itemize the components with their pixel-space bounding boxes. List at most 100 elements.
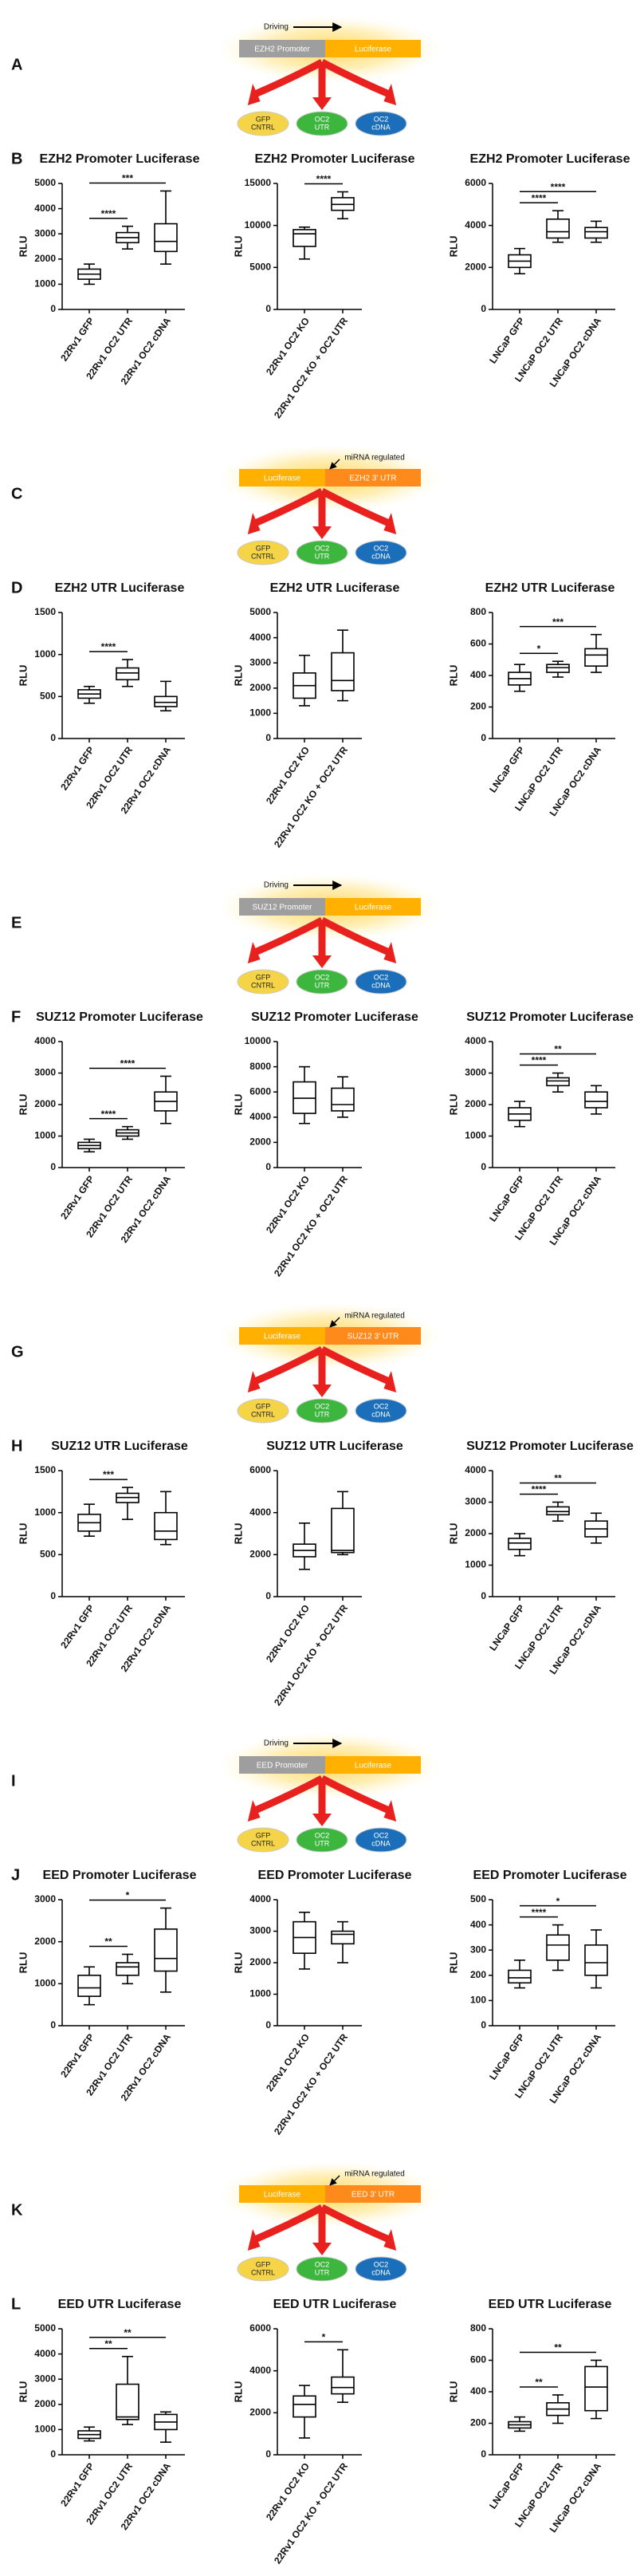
condition-label: OC2 xyxy=(374,2260,389,2268)
panel-label: D xyxy=(11,579,22,597)
y-tick-label: 0 xyxy=(481,732,486,743)
x-tick-label: LNCaP GFP xyxy=(487,1174,527,1224)
y-tick-label: 2000 xyxy=(465,262,486,273)
significance-label: *** xyxy=(122,173,133,184)
construct-label: Luciferase xyxy=(355,45,392,54)
box xyxy=(116,2383,139,2420)
x-tick-label: 22Rv1 OC2 KO + OC2 UTR xyxy=(272,2460,350,2566)
significance-label: ** xyxy=(554,1044,562,1055)
box xyxy=(154,1511,178,1541)
red-arrow-head xyxy=(247,1799,261,1822)
y-tick-label: 2000 xyxy=(249,1956,271,1967)
condition-oval xyxy=(296,540,348,565)
y-axis-label: RLU xyxy=(17,1094,29,1116)
box xyxy=(546,1077,570,1087)
box xyxy=(331,1087,355,1112)
box xyxy=(508,1538,532,1550)
construct-segment xyxy=(325,469,421,486)
condition-oval xyxy=(296,1398,348,1424)
significance-label: **** xyxy=(101,1109,116,1120)
construct-segment xyxy=(325,2185,421,2203)
box xyxy=(546,1506,570,1516)
construct-label: Luciferase xyxy=(264,2191,301,2200)
y-tick-label: 0 xyxy=(50,1590,56,1601)
red-arrow-head xyxy=(383,83,397,105)
red-arrow-head xyxy=(312,1814,332,1826)
y-axis-label: RLU xyxy=(447,236,459,258)
chart-title: EZH2 Promoter Luciferase xyxy=(255,152,415,166)
y-tick-label: 4000 xyxy=(249,1507,271,1518)
y-tick-label: 200 xyxy=(470,2417,486,2428)
box xyxy=(154,1928,178,1972)
red-arrow-head xyxy=(312,2243,332,2255)
condition-label: OC2 xyxy=(315,1831,330,1839)
y-tick-label: 1000 xyxy=(249,707,271,719)
construct-segment xyxy=(239,898,325,916)
condition-label: CNTRL xyxy=(251,123,275,131)
y-axis-label: RLU xyxy=(17,2381,29,2403)
y-tick-label: 0 xyxy=(265,732,271,743)
y-tick-label: 4000 xyxy=(465,219,486,230)
y-tick-label: 400 xyxy=(470,669,486,680)
construct-label: Luciferase xyxy=(264,1333,301,1341)
condition-oval xyxy=(355,1827,407,1853)
y-tick-label: 4000 xyxy=(249,1111,271,1122)
chart-title: SUZ12 Promoter Luciferase xyxy=(36,1010,203,1024)
box xyxy=(546,218,570,239)
chart-title: EED Promoter Luciferase xyxy=(258,1869,412,1882)
condition-oval xyxy=(355,1398,407,1424)
significance-label: * xyxy=(556,1896,560,1907)
y-tick-label: 200 xyxy=(470,701,486,712)
construct-label: Luciferase xyxy=(355,904,392,912)
y-tick-label: 2000 xyxy=(34,1936,56,1947)
panel-label: A xyxy=(11,56,22,73)
condition-oval xyxy=(237,111,289,136)
x-tick-label: LNCaP GFP xyxy=(487,745,527,795)
red-arrow-head xyxy=(383,1370,397,1392)
construct-label: SUZ12 3' UTR xyxy=(348,1333,399,1341)
condition-label: cDNA xyxy=(371,552,391,560)
condition-label: OC2 xyxy=(374,973,389,981)
condition-oval xyxy=(296,969,348,995)
construct-segment xyxy=(325,898,421,916)
x-tick-label: 22Rv1 OC2 KO + OC2 UTR xyxy=(272,744,350,849)
x-tick-label: 22Rv1 OC2 KO + OC2 UTR xyxy=(272,2031,350,2137)
condition-label: GFP xyxy=(256,115,271,123)
condition-label: OC2 xyxy=(374,1402,389,1410)
y-axis-label: RLU xyxy=(232,1523,244,1545)
mirna-arrow xyxy=(329,1317,340,1328)
condition-label: OC2 xyxy=(374,544,389,552)
y-tick-label: 1500 xyxy=(34,1464,56,1475)
box xyxy=(116,667,139,681)
x-tick-label: 22Rv1 GFP xyxy=(58,1603,96,1651)
construct-segment xyxy=(239,2185,325,2203)
y-tick-label: 5000 xyxy=(34,2322,56,2334)
y-tick-label: 600 xyxy=(470,2354,486,2365)
box xyxy=(293,2395,316,2418)
arrow-label: miRNA regulated xyxy=(344,1312,405,1321)
panel-label: L xyxy=(11,2295,21,2313)
y-tick-label: 1000 xyxy=(34,1507,56,1518)
box xyxy=(154,223,178,253)
red-arrow-head xyxy=(383,2228,397,2251)
arrow-label: miRNA regulated xyxy=(344,2170,405,2179)
condition-oval xyxy=(237,1398,289,1424)
significance-label: **** xyxy=(532,192,547,203)
condition-label: OC2 xyxy=(315,1402,330,1410)
construct-label: Luciferase xyxy=(355,1762,392,1771)
box xyxy=(293,229,316,247)
condition-label: GFP xyxy=(256,1831,271,1839)
y-tick-label: 0 xyxy=(481,303,486,314)
y-tick-label: 4000 xyxy=(465,1464,486,1475)
y-tick-label: 6000 xyxy=(249,2322,271,2334)
panel-label: K xyxy=(11,2201,23,2219)
condition-oval xyxy=(355,2256,407,2282)
red-arrow-head xyxy=(247,941,261,963)
y-tick-label: 600 xyxy=(470,638,486,649)
y-tick-label: 1000 xyxy=(465,1130,486,1141)
y-tick-label: 4000 xyxy=(34,1035,56,1046)
significance-label: *** xyxy=(103,1469,114,1480)
y-tick-label: 0 xyxy=(265,2448,271,2460)
y-axis-label: RLU xyxy=(447,2381,459,2403)
significance-label: ** xyxy=(124,2327,132,2338)
